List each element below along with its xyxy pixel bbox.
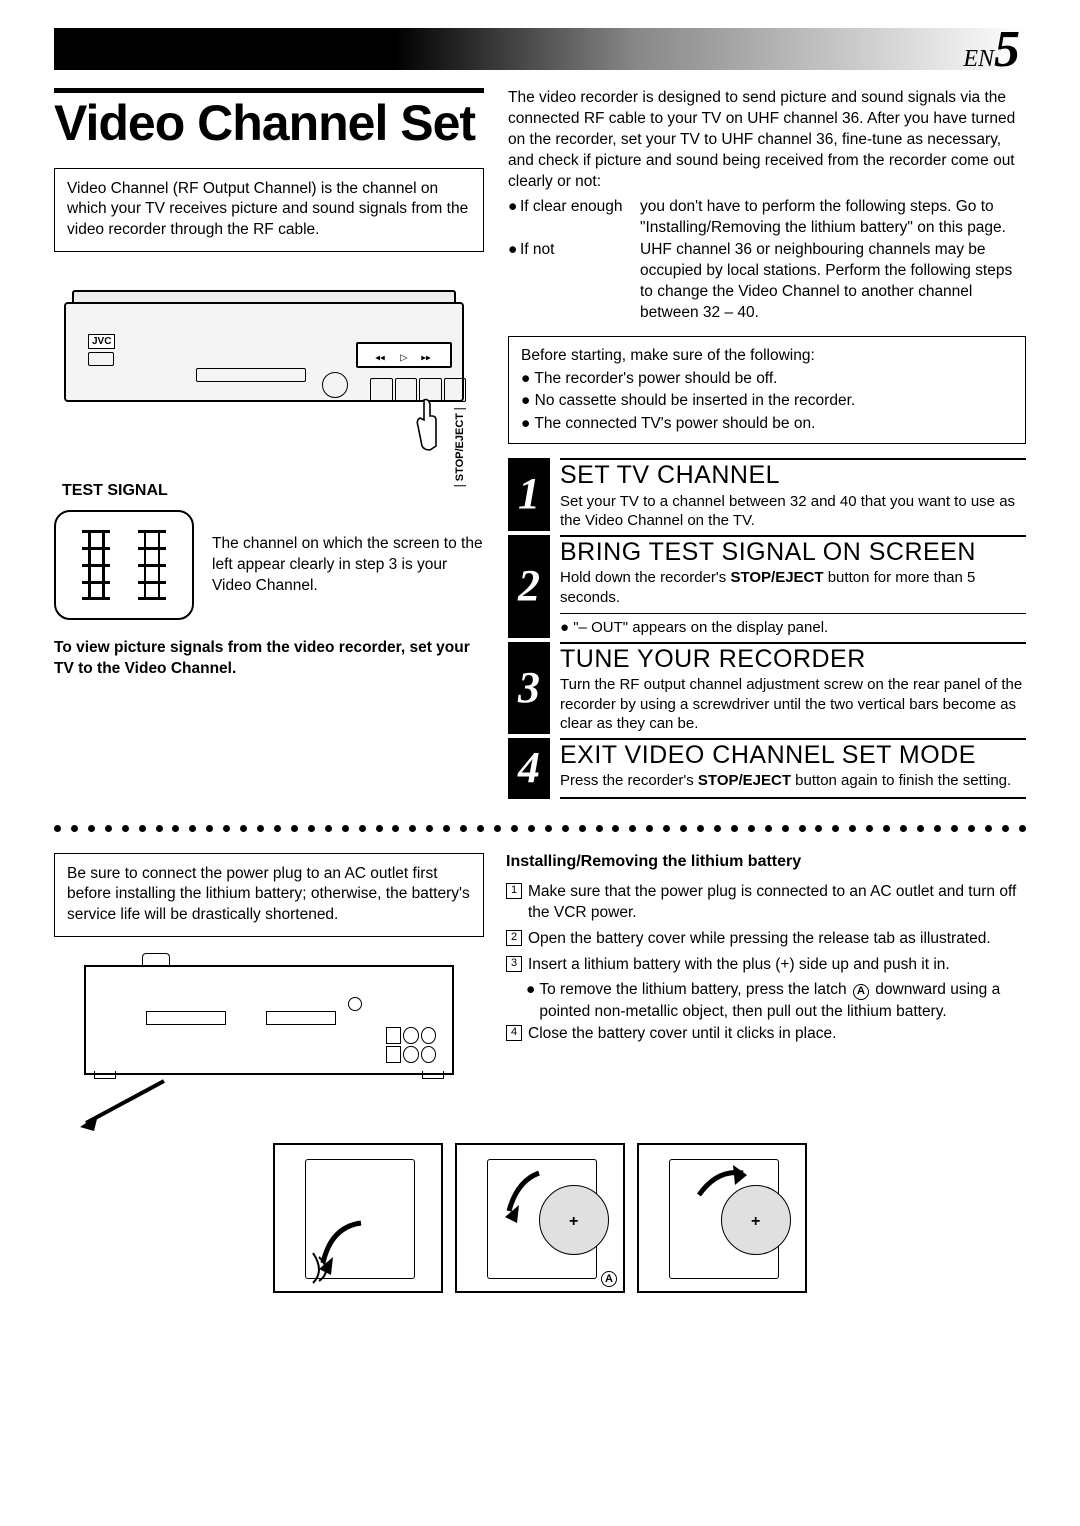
- svg-text:◂◂: ◂◂: [375, 353, 385, 364]
- page-number: EN 5: [963, 20, 1020, 79]
- step-2: 2 BRING TEST SIGNAL ON SCREEN Hold down …: [508, 535, 1026, 638]
- test-signal-text: The channel on which the screen to the l…: [212, 534, 484, 597]
- vcr-rear-illustration: [54, 955, 484, 1125]
- battery-panel-1: [273, 1143, 443, 1293]
- stop-eject-label: STOP/EJECT: [454, 408, 466, 486]
- step-number: 4: [508, 738, 550, 799]
- step-title: BRING TEST SIGNAL ON SCREEN: [560, 539, 1026, 567]
- battery-panels-row: + A +: [54, 1143, 1026, 1293]
- step-sub: "– OUT" appears on the display panel.: [560, 613, 1026, 638]
- main-title: Video Channel Set: [54, 97, 484, 150]
- svg-text:▷: ▷: [400, 353, 408, 364]
- step-number: 2: [508, 535, 550, 638]
- test-signal-screen: [54, 510, 194, 620]
- right-intro-paragraph: The video recorder is designed to send p…: [508, 88, 1026, 193]
- battery-warning-box: Be sure to connect the power plug to an …: [54, 853, 484, 938]
- step-title: SET TV CHANNEL: [560, 462, 1026, 490]
- arrow-icon: [74, 1075, 194, 1135]
- battery-sub-bullet: To remove the lithium battery, press the…: [506, 979, 1026, 1022]
- page-prefix: EN: [963, 46, 994, 73]
- step-1: 1 SET TV CHANNEL Set your TV to a channe…: [508, 458, 1026, 531]
- svg-text:▸▸: ▸▸: [421, 353, 431, 364]
- step-text: Press the recorder's STOP/EJECT button a…: [560, 771, 1026, 791]
- step-text: Turn the RF output channel adjustment sc…: [560, 675, 1026, 734]
- battery-step: 1Make sure that the power plug is connec…: [506, 881, 1026, 924]
- step-title: TUNE YOUR RECORDER: [560, 646, 1026, 674]
- page-num-digit: 5: [994, 20, 1020, 79]
- battery-heading: Installing/Removing the lithium battery: [506, 853, 1026, 871]
- prereq-item: No cassette should be inserted in the re…: [521, 390, 1013, 412]
- prerequisites-box: Before starting, make sure of the follow…: [508, 336, 1026, 444]
- step-3: 3 TUNE YOUR RECORDER Turn the RF output …: [508, 642, 1026, 734]
- prereq-lead: Before starting, make sure of the follow…: [521, 345, 1013, 367]
- step-number: 3: [508, 642, 550, 734]
- prereq-item: The recorder's power should be off.: [521, 368, 1013, 390]
- battery-step: 4Close the battery cover until it clicks…: [506, 1023, 1026, 1045]
- test-signal-heading: TEST SIGNAL: [62, 482, 484, 500]
- bold-note: To view picture signals from the video r…: [54, 638, 484, 680]
- step-4: 4 EXIT VIDEO CHANNEL SET MODE Press the …: [508, 738, 1026, 799]
- battery-step: 2Open the battery cover while pressing t…: [506, 928, 1026, 950]
- hand-pointer-icon: [414, 398, 440, 452]
- battery-panel-2: + A: [455, 1143, 625, 1293]
- header-gradient-bar: EN 5: [54, 28, 1026, 70]
- step-title: EXIT VIDEO CHANNEL SET MODE: [560, 742, 1026, 770]
- title-rule: [54, 88, 484, 93]
- condition-row: ●If notUHF channel 36 or neighbouring ch…: [508, 240, 1026, 324]
- battery-panel-3: +: [637, 1143, 807, 1293]
- vcr-front-illustration: JVC ◂◂▷▸▸ STOP/EJECT: [54, 282, 484, 462]
- battery-step: 3Insert a lithium battery with the plus …: [506, 954, 1026, 976]
- step-text: Set your TV to a channel between 32 and …: [560, 492, 1026, 531]
- intro-box: Video Channel (RF Output Channel) is the…: [54, 168, 484, 253]
- step-number: 1: [508, 458, 550, 531]
- prereq-item: The connected TV's power should be on.: [521, 413, 1013, 435]
- condition-row: ●If clear enoughyou don't have to perfor…: [508, 197, 1026, 239]
- step-text: Hold down the recorder's STOP/EJECT butt…: [560, 568, 1026, 607]
- vcr-brand-label: JVC: [88, 334, 115, 349]
- dotted-separator: [54, 825, 1026, 835]
- circle-a-label: A: [599, 1269, 619, 1287]
